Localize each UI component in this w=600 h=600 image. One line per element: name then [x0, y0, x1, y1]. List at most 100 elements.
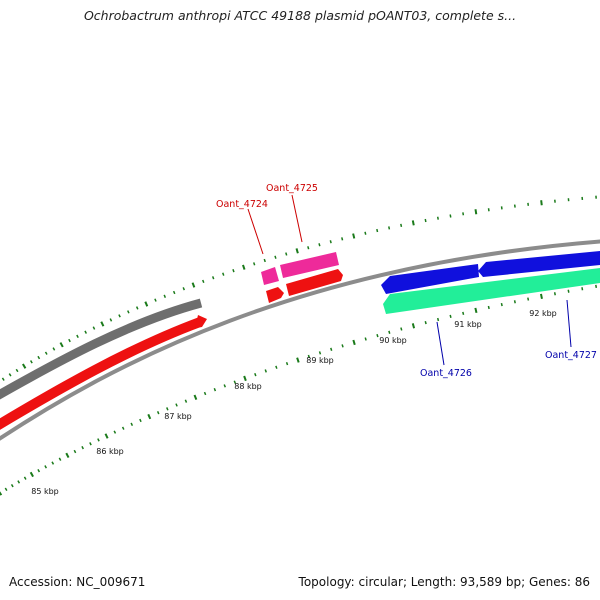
outer-tick-44	[400, 223, 403, 227]
inner-tick-14	[97, 438, 100, 442]
inner-tick-26	[203, 391, 207, 396]
red-feature-arrowhead	[195, 315, 207, 328]
inner-tick-55	[540, 293, 543, 300]
inner-tick-42	[376, 333, 379, 338]
outer-tick-33	[274, 255, 277, 259]
outer-tick-21	[154, 298, 157, 302]
outer-tick-50	[474, 209, 478, 215]
inner-tick-48	[449, 314, 452, 319]
inner-tick-19	[139, 418, 142, 423]
inner-tick-33	[275, 365, 278, 369]
outer-tick-3	[8, 373, 12, 377]
scale-label-85: 85 kbp	[31, 487, 59, 496]
inner-tick-51	[487, 305, 490, 310]
outer-tick-19	[135, 306, 139, 310]
label-oant-4725[interactable]: Oant_4725	[266, 183, 318, 194]
outer-tick-25	[191, 282, 196, 288]
outer-tick-27	[211, 276, 215, 280]
leader-oant-4727	[566, 299, 572, 348]
outer-tick-8	[44, 351, 48, 355]
scale-label-90: 90 kbp	[379, 336, 407, 345]
inner-tick-21	[156, 411, 160, 415]
outer-tick-11	[68, 338, 71, 343]
gene-oant-4725-pink[interactable]	[280, 252, 339, 278]
outer-tick-34	[285, 252, 288, 256]
inner-tick-52	[500, 302, 503, 307]
backbone-arc-upper	[0, 239, 600, 441]
inner-tick-56	[553, 292, 556, 296]
inner-tick-27	[213, 388, 217, 392]
outer-tick-5	[22, 363, 27, 369]
outer-tick-7	[37, 355, 41, 360]
red-feature-arc[interactable]	[0, 317, 202, 430]
inner-tick-1	[4, 487, 8, 492]
outer-tick-12	[76, 334, 79, 339]
inner-tick-38	[330, 347, 333, 351]
scale-label-87: 87 kbp	[164, 412, 192, 421]
inner-tick-34	[285, 361, 289, 366]
outer-tick-14	[92, 326, 96, 330]
inner-tick-59	[595, 284, 598, 288]
inner-tick-25	[193, 394, 198, 401]
gray-feature-arc[interactable]	[0, 298, 203, 400]
gene-oant-4724-pink[interactable]	[261, 267, 279, 285]
inner-tick-18	[130, 422, 134, 427]
inner-tick-ring	[0, 284, 598, 496]
gene-oant-4724-red[interactable]	[266, 287, 284, 303]
leader-oant-4725	[291, 194, 303, 243]
outer-tick-47	[436, 216, 439, 220]
inner-tick-24	[184, 399, 188, 403]
inner-tick-9	[58, 457, 62, 461]
scale-label-88: 88 kbp	[234, 382, 262, 391]
gene-blue-2[interactable]	[478, 251, 600, 277]
inner-tick-7	[44, 465, 48, 469]
inner-tick-23	[175, 403, 178, 407]
inner-tick-8	[51, 461, 55, 465]
outer-tick-32	[263, 258, 266, 263]
scale-label-91: 91 kbp	[454, 320, 482, 329]
label-oant-4724[interactable]: Oant_4724	[216, 199, 268, 210]
inner-tick-46	[424, 320, 427, 325]
leader-oant-4724	[247, 208, 264, 255]
inner-tick-13	[89, 442, 92, 446]
accession-text: Accession: NC_009671	[9, 575, 146, 589]
inner-tick-43	[388, 330, 391, 334]
outer-tick-35	[295, 248, 299, 254]
outer-tick-13	[84, 330, 88, 334]
outer-tick-17	[118, 314, 121, 318]
inner-tick-32	[264, 369, 267, 373]
inner-tick-53	[513, 300, 516, 304]
outer-tick-9	[52, 347, 56, 351]
inner-tick-12	[81, 445, 84, 450]
inner-tick-41	[364, 337, 367, 341]
inner-tick-0	[0, 491, 3, 496]
inner-tick-35	[296, 357, 300, 363]
gene-oant-4725-red[interactable]	[286, 269, 343, 296]
leader-oant-4726	[436, 321, 445, 366]
outer-tick-15	[100, 321, 105, 327]
outer-tick-4	[15, 368, 19, 373]
gene-oant-4726-green[interactable]	[383, 268, 600, 314]
label-oant-4727[interactable]: Oant_4727	[545, 350, 597, 361]
inner-tick-15	[104, 433, 109, 439]
inner-tick-44	[400, 327, 403, 331]
inner-tick-6	[37, 468, 41, 473]
outer-tick-43	[388, 226, 391, 230]
gene-blue-1[interactable]	[381, 264, 479, 294]
inner-tick-22	[166, 407, 169, 411]
outer-tick-16	[109, 318, 113, 322]
inner-tick-17	[121, 426, 125, 430]
outer-tick-40	[352, 233, 356, 239]
label-oant-4726[interactable]: Oant_4726	[420, 368, 472, 379]
inner-tick-49	[462, 311, 465, 315]
outer-tick-ring	[1, 195, 597, 381]
outer-tick-48	[449, 214, 452, 218]
inner-tick-29	[233, 380, 237, 384]
outer-tick-46	[424, 218, 427, 223]
inner-tick-40	[352, 339, 356, 346]
inner-tick-16	[113, 430, 117, 434]
inner-tick-3	[17, 480, 21, 484]
outer-tick-30	[242, 264, 246, 270]
inner-tick-11	[73, 449, 77, 454]
